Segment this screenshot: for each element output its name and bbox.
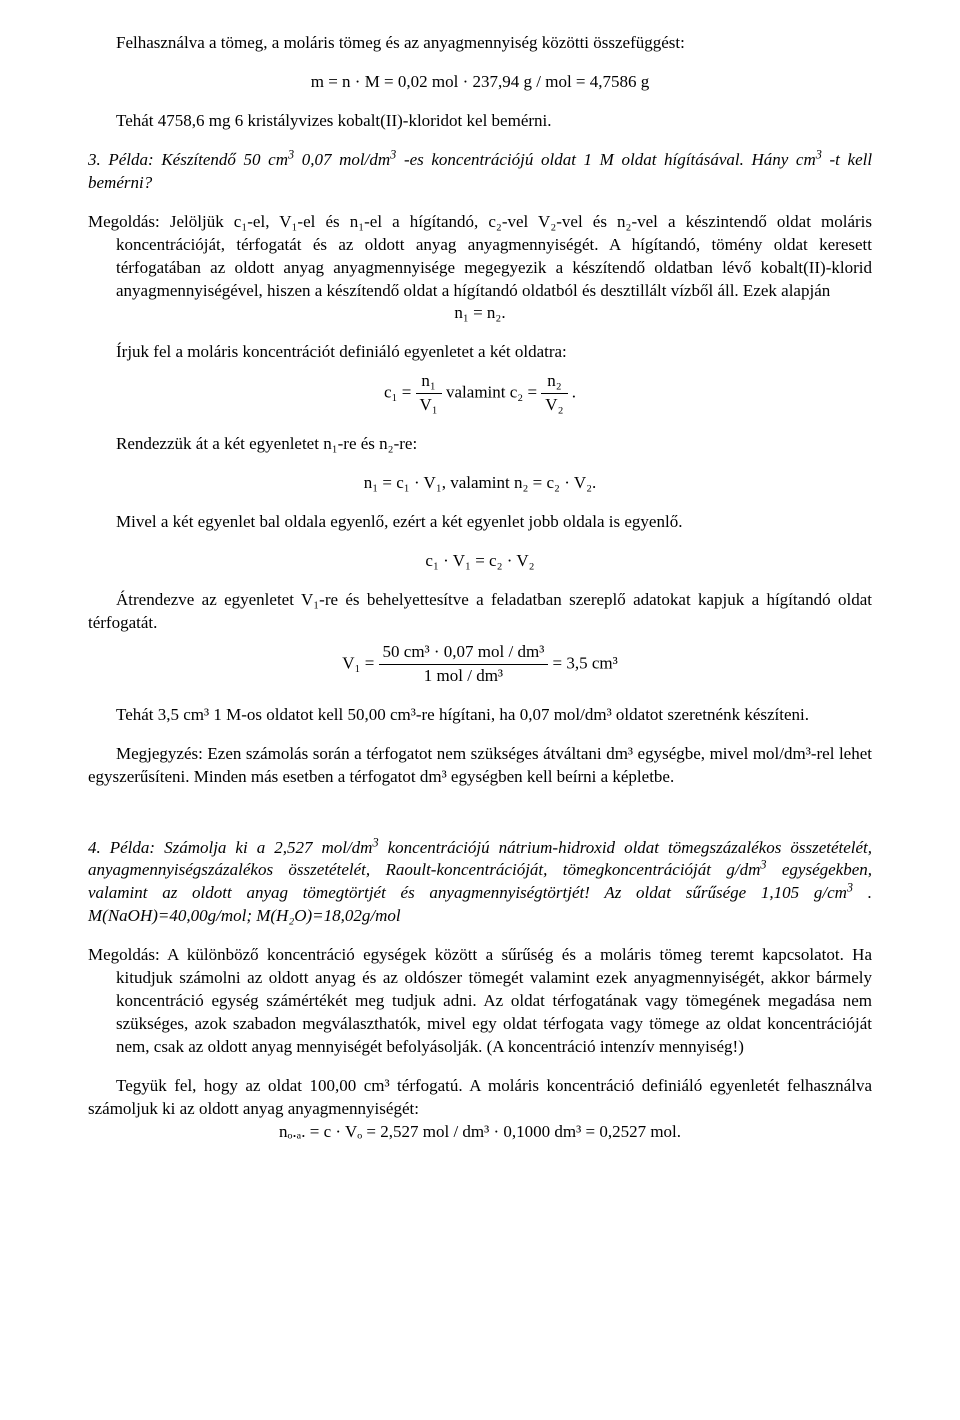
numerator: n₁ bbox=[416, 370, 442, 394]
superscript: 3 bbox=[288, 147, 294, 161]
superscript: 3 bbox=[760, 858, 766, 872]
example-statement: 3. Példa: Készítendő 50 cm3 0,07 mol/dm3… bbox=[88, 149, 872, 195]
text: 4. Példa: Számolja ki a 2,527 mol/dm bbox=[88, 838, 372, 857]
text: = 3,5 cm³ bbox=[553, 653, 618, 672]
paragraph: Rendezzük át a két egyenletet n₁-re és n… bbox=[88, 433, 872, 456]
paragraph: Felhasználva a tömeg, a moláris tömeg és… bbox=[88, 32, 872, 55]
text: . bbox=[572, 383, 576, 402]
text: 0,07 mol/dm bbox=[302, 150, 390, 169]
fraction: 50 cm³ · 0,07 mol / dm³ 1 mol / dm³ bbox=[379, 641, 549, 688]
paragraph: Tegyük fel, hogy az oldat 100,00 cm³ tér… bbox=[88, 1075, 872, 1121]
text: valamint c₂ = bbox=[446, 383, 541, 402]
solution-paragraph: Megoldás: A különböző koncentráció egysé… bbox=[88, 944, 872, 1059]
superscript: 3 bbox=[847, 881, 853, 895]
denominator: V₁ bbox=[416, 394, 442, 417]
note-paragraph: Megjegyzés: Ezen számolás során a térfog… bbox=[88, 743, 872, 789]
text: c₁ = bbox=[384, 383, 416, 402]
superscript: 3 bbox=[390, 147, 396, 161]
equation: c₁ · V₁ = c₂ · V₂ bbox=[88, 550, 872, 573]
equation: V₁ = 50 cm³ · 0,07 mol / dm³ 1 mol / dm³… bbox=[88, 641, 872, 688]
fraction: n₂ V₂ bbox=[541, 370, 567, 417]
paragraph: Mivel a két egyenlet bal oldala egyenlő,… bbox=[88, 511, 872, 534]
denominator: V₂ bbox=[541, 394, 567, 417]
paragraph: Írjuk fel a moláris koncentrációt defini… bbox=[88, 341, 872, 364]
fraction: n₁ V₁ bbox=[416, 370, 442, 417]
equation: c₁ = n₁ V₁ valamint c₂ = n₂ V₂ . bbox=[88, 370, 872, 417]
paragraph: Tehát 3,5 cm³ 1 M-os oldatot kell 50,00 … bbox=[88, 704, 872, 727]
paragraph: Tehát 4758,6 mg 6 kristályvizes kobalt(I… bbox=[88, 110, 872, 133]
text: -es koncentrációjú oldat 1 M oldat hígít… bbox=[404, 150, 816, 169]
text: 3. Példa: Készítendő 50 cm bbox=[88, 150, 288, 169]
numerator: n₂ bbox=[541, 370, 567, 394]
example-statement: 4. Példa: Számolja ki a 2,527 mol/dm3 ko… bbox=[88, 837, 872, 929]
denominator: 1 mol / dm³ bbox=[379, 665, 549, 688]
equation: m = n · M = 0,02 mol · 237,94 g / mol = … bbox=[88, 71, 872, 94]
superscript: 3 bbox=[372, 835, 378, 849]
document-page: Felhasználva a tömeg, a moláris tömeg és… bbox=[0, 0, 960, 1420]
superscript: 3 bbox=[816, 147, 822, 161]
equation: n₁ = c₁ · V₁, valamint n₂ = c₂ · V₂. bbox=[88, 472, 872, 495]
solution-paragraph: Megoldás: Jelöljük c₁-el, V₁-el és n₁-el… bbox=[88, 211, 872, 303]
paragraph: Átrendezve az egyenletet V₁-re és behely… bbox=[88, 589, 872, 635]
equation: n₁ = n₂. bbox=[88, 302, 872, 325]
equation: nₒ.ₐ. = c · Vₒ = 2,527 mol / dm³ · 0,100… bbox=[88, 1121, 872, 1144]
text: V₁ = bbox=[342, 653, 378, 672]
numerator: 50 cm³ · 0,07 mol / dm³ bbox=[379, 641, 549, 665]
